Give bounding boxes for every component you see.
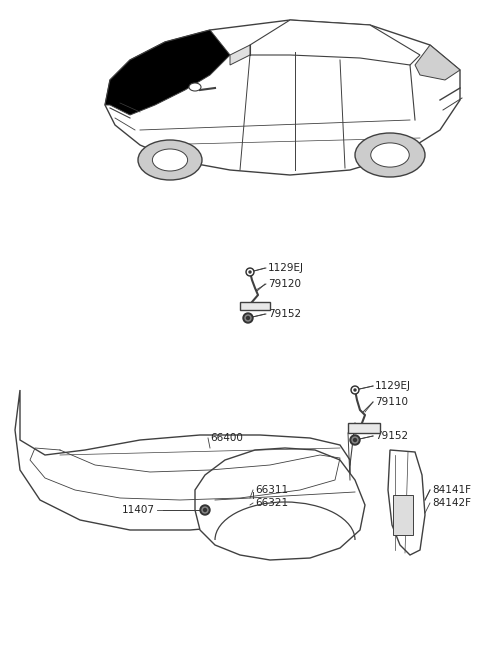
Text: 66321: 66321 [255,498,288,508]
Polygon shape [415,45,460,80]
Ellipse shape [355,133,425,177]
Polygon shape [250,20,420,65]
Text: 79110: 79110 [375,397,408,407]
Circle shape [247,316,250,319]
Polygon shape [388,450,425,555]
Circle shape [352,437,358,443]
Circle shape [202,507,208,513]
Text: 79120: 79120 [268,279,301,289]
Polygon shape [240,302,270,310]
Text: 79152: 79152 [268,309,301,319]
Text: 11407: 11407 [122,505,155,515]
Circle shape [353,438,357,441]
Circle shape [350,435,360,445]
Text: 84142F: 84142F [432,498,471,508]
Bar [393,495,413,535]
Text: 1129EJ: 1129EJ [268,263,304,273]
Circle shape [354,389,356,391]
Ellipse shape [371,143,409,167]
Circle shape [351,386,359,394]
Ellipse shape [189,83,201,91]
Text: 66311: 66311 [255,485,288,495]
Ellipse shape [138,140,202,180]
Circle shape [249,271,251,273]
Circle shape [248,270,252,274]
Text: 79152: 79152 [375,431,408,441]
Text: 66400: 66400 [210,433,243,443]
Circle shape [200,505,210,515]
Circle shape [245,315,251,321]
Polygon shape [105,30,230,115]
Circle shape [204,508,206,512]
Polygon shape [348,423,380,433]
Text: 1129EJ: 1129EJ [375,381,411,391]
Circle shape [352,388,358,392]
Polygon shape [105,20,460,175]
Text: 84141F: 84141F [432,485,471,495]
Polygon shape [15,390,350,530]
Ellipse shape [153,149,188,171]
Circle shape [246,268,254,276]
Polygon shape [230,45,250,65]
Polygon shape [195,448,365,560]
Circle shape [243,313,253,323]
